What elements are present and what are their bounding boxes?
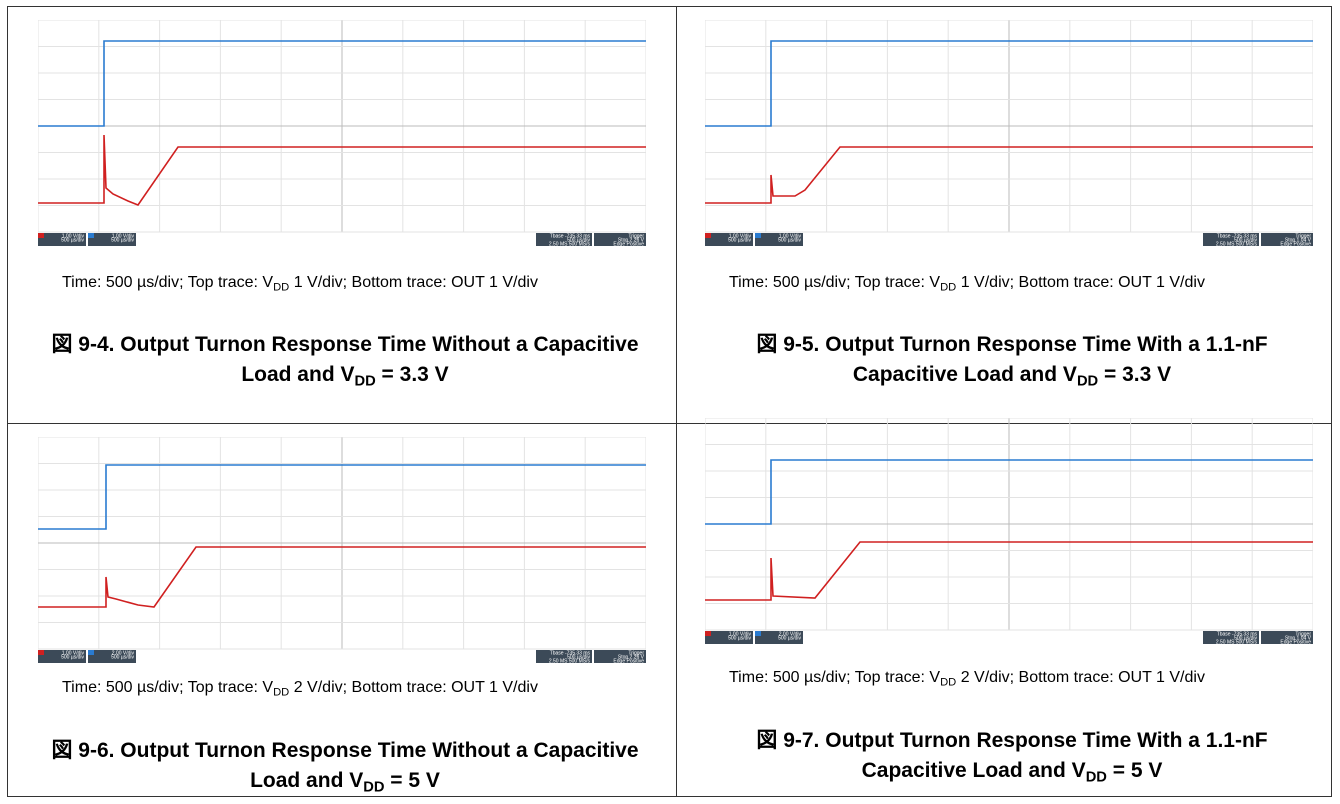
scope-label: Edge Positive xyxy=(613,658,644,663)
title-subscript: DD xyxy=(355,373,376,389)
caption-text: 2 V/div; Bottom trace: OUT 1 V/div xyxy=(289,679,538,696)
divider xyxy=(676,6,677,797)
caption-text: 2 V/div; Bottom trace: OUT 1 V/div xyxy=(956,669,1205,686)
channel-marker xyxy=(38,233,44,238)
title-text: 図 9-5. Output Turnon Response Time With … xyxy=(756,333,1267,386)
caption-text: Time: 500 µs/div; Top trace: V xyxy=(62,679,273,696)
channel-marker xyxy=(38,650,44,655)
caption: Time: 500 µs/div; Top trace: VDD 2 V/div… xyxy=(62,675,652,701)
channel-marker xyxy=(88,650,94,655)
title-text: = 5 V xyxy=(384,769,439,792)
title-text: = 3.3 V xyxy=(376,363,449,386)
caption-subscript: DD xyxy=(273,686,289,698)
title-text: = 3.3 V xyxy=(1098,363,1171,386)
scope-label: 2.50 MS 500 MS/s xyxy=(1216,241,1258,246)
figure-title: 図 9-5. Output Turnon Response Time With … xyxy=(707,330,1317,390)
scope-label: 500 µs/div xyxy=(61,237,84,243)
channel-marker xyxy=(88,233,94,238)
caption: Time: 500 µs/div; Top trace: VDD 1 V/div… xyxy=(62,270,652,296)
page: (() => { const data = JSON.parse(documen… xyxy=(0,0,1340,804)
channel-marker xyxy=(755,631,761,636)
caption-text: Time: 500 µs/div; Top trace: V xyxy=(729,274,940,291)
scope-label: 500 µs/div xyxy=(778,635,801,641)
title-subscript: DD xyxy=(1077,373,1098,389)
figure-title: 図 9-7. Output Turnon Response Time With … xyxy=(707,726,1317,786)
title-subscript: DD xyxy=(1086,769,1107,785)
scope-label: Edge Positive xyxy=(613,241,644,246)
scope-label: 2.50 MS 500 MS/s xyxy=(1216,639,1258,644)
scope-label: Edge Positive xyxy=(1280,241,1311,246)
caption-subscript: DD xyxy=(940,676,956,688)
scope-label: 500 µs/div xyxy=(728,635,751,641)
caption-subscript: DD xyxy=(273,281,289,293)
scope-label: 500 µs/div xyxy=(111,654,134,660)
caption: Time: 500 µs/div; Top trace: VDD 2 V/div… xyxy=(729,665,1319,691)
figure-title: 図 9-4. Output Turnon Response Time Witho… xyxy=(40,330,650,390)
title-text: 図 9-4. Output Turnon Response Time Witho… xyxy=(51,333,638,386)
scope-label: Edge Positive xyxy=(1280,639,1311,644)
caption-subscript: DD xyxy=(940,281,956,293)
scope-label: 500 µs/div xyxy=(778,237,801,243)
title-subscript: DD xyxy=(363,779,384,795)
title-text: 図 9-6. Output Turnon Response Time Witho… xyxy=(51,739,638,792)
caption-text: Time: 500 µs/div; Top trace: V xyxy=(62,274,273,291)
channel-marker xyxy=(705,631,711,636)
channel-marker xyxy=(705,233,711,238)
caption: Time: 500 µs/div; Top trace: VDD 1 V/div… xyxy=(729,270,1319,296)
title-text: 図 9-7. Output Turnon Response Time With … xyxy=(756,729,1267,782)
title-text: = 5 V xyxy=(1107,759,1162,782)
scope-label: 500 µs/div xyxy=(728,237,751,243)
caption-text: 1 V/div; Bottom trace: OUT 1 V/div xyxy=(289,274,538,291)
scope-label: 2.50 MS 500 MS/s xyxy=(549,658,591,663)
figure-title: 図 9-6. Output Turnon Response Time Witho… xyxy=(40,736,650,796)
scope-label: 2.50 MS 500 MS/s xyxy=(549,241,591,246)
scope-label: 500 µs/div xyxy=(111,237,134,243)
scope-label: 500 µs/div xyxy=(61,654,84,660)
channel-marker xyxy=(755,233,761,238)
caption-text: Time: 500 µs/div; Top trace: V xyxy=(729,669,940,686)
caption-text: 1 V/div; Bottom trace: OUT 1 V/div xyxy=(956,274,1205,291)
